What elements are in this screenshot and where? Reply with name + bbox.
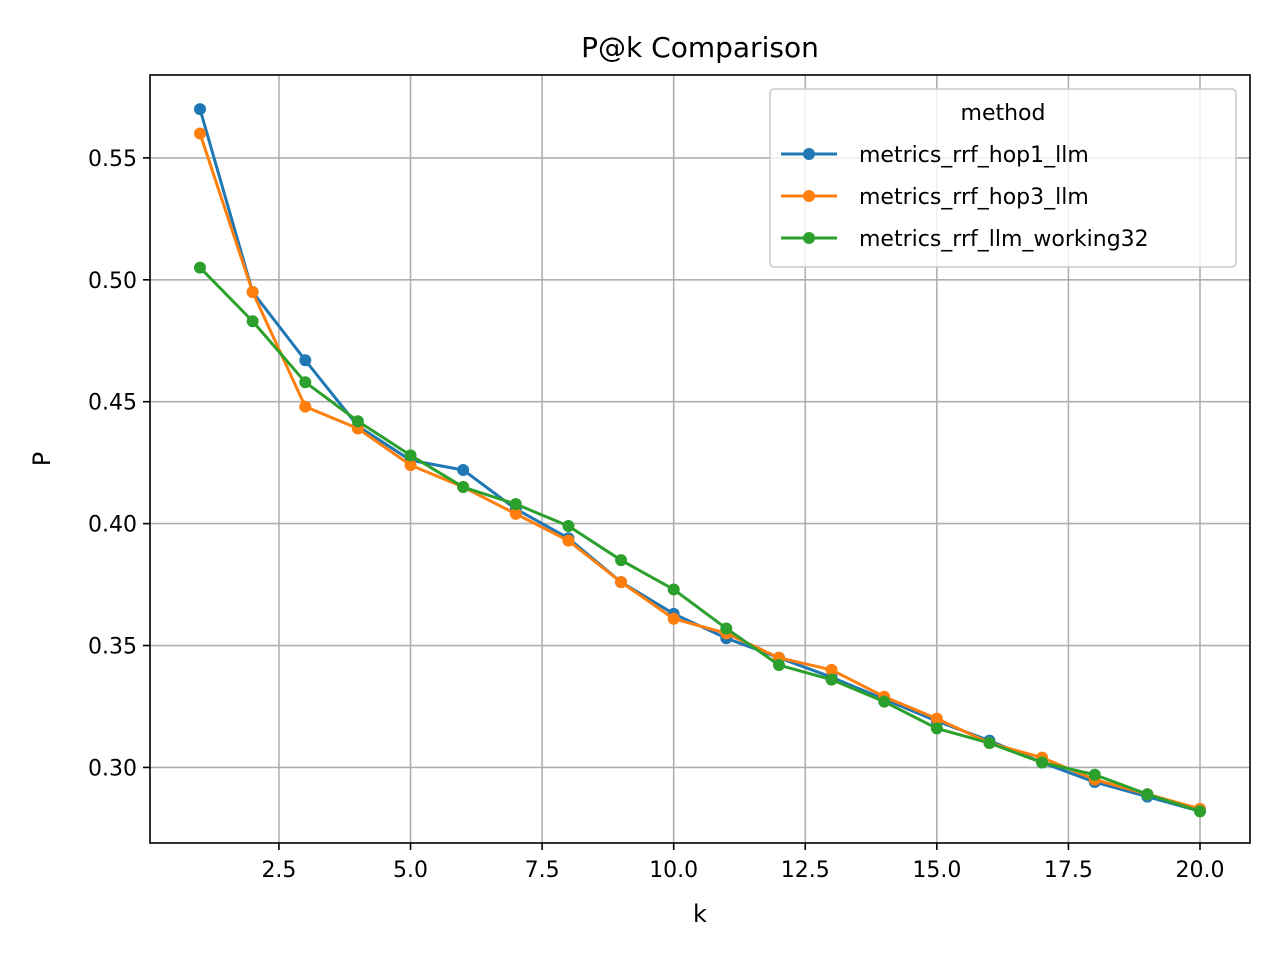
data-point (562, 520, 575, 533)
y-tick-label: 0.55 (88, 147, 137, 172)
x-tick-label: 12.5 (781, 858, 830, 883)
data-point (194, 103, 206, 116)
data-point (930, 712, 943, 725)
legend-marker (803, 190, 815, 202)
data-point (667, 612, 680, 625)
data-point (772, 659, 785, 672)
data-point (930, 722, 943, 735)
data-point (457, 463, 470, 476)
legend-marker (803, 232, 815, 244)
legend-label: metrics_rrf_llm_working32 (859, 227, 1149, 252)
data-point (983, 737, 996, 750)
data-point (194, 261, 206, 274)
x-tick-label: 15.0 (912, 858, 961, 883)
y-tick-label: 0.40 (88, 513, 137, 538)
series-metrics-rrf-llm-working32 (194, 261, 1206, 818)
data-point (615, 554, 628, 567)
legend-entries: metrics_rrf_hop1_llm metrics_rrf_hop3_llm… (781, 143, 1149, 252)
data-point (299, 354, 312, 367)
data-point (404, 459, 417, 472)
y-tick-label: 0.50 (88, 269, 137, 294)
x-tick-label: 5.0 (393, 858, 428, 883)
series-line (198, 266, 1201, 813)
legend-label: metrics_rrf_hop1_llm (859, 143, 1089, 168)
y-tick-label: 0.30 (88, 756, 137, 781)
legend-marker (803, 148, 815, 160)
legend-item: metrics_rrf_hop3_llm (781, 185, 1089, 210)
data-point (351, 415, 364, 428)
data-point (246, 285, 259, 298)
legend-title: method (961, 101, 1046, 126)
data-point (246, 315, 259, 328)
plot-frame (149, 74, 1251, 844)
legend-item: metrics_rrf_hop1_llm (781, 143, 1089, 168)
legend: method metrics_rrf_hop1_llmmetrics_rrf_h… (769, 88, 1237, 268)
y-axis-label: P (28, 452, 56, 466)
x-axis-label: k (693, 900, 707, 928)
x-tick-label: 17.5 (1044, 858, 1093, 883)
data-point (615, 576, 628, 589)
y-tick-label: 0.35 (88, 635, 137, 660)
legend-item: metrics_rrf_llm_working32 (781, 227, 1149, 252)
axis-ticks: 2.5 5.0 7.5 10.0 12.5 15.0 17.5 20.0 0.30 0.35 0.4… (88, 147, 1224, 883)
data-point (825, 663, 838, 676)
data-point (878, 695, 891, 708)
series-line (198, 133, 1201, 811)
series-layer (194, 103, 1206, 818)
data-point (457, 481, 470, 494)
data-point (1088, 768, 1101, 781)
data-point (1141, 788, 1154, 801)
data-point (299, 376, 312, 389)
legend-box (769, 88, 1237, 268)
data-point (1194, 805, 1206, 818)
legend-label: metrics_rrf_hop3_llm (859, 185, 1089, 210)
data-point (667, 583, 680, 596)
data-point (299, 400, 312, 413)
data-point (825, 673, 838, 686)
data-point (509, 507, 522, 520)
x-tick-label: 2.5 (261, 858, 296, 883)
data-point (562, 534, 575, 547)
data-point (509, 498, 522, 511)
x-tick-label: 10.0 (649, 858, 698, 883)
data-point (720, 622, 733, 635)
data-point (404, 449, 417, 462)
data-point (1036, 756, 1049, 769)
data-point (194, 127, 206, 140)
x-tick-label: 7.5 (525, 858, 560, 883)
x-tick-label: 20.0 (1176, 858, 1225, 883)
chart-title: P@k Comparison (581, 31, 819, 64)
y-tick-label: 0.45 (88, 391, 137, 416)
